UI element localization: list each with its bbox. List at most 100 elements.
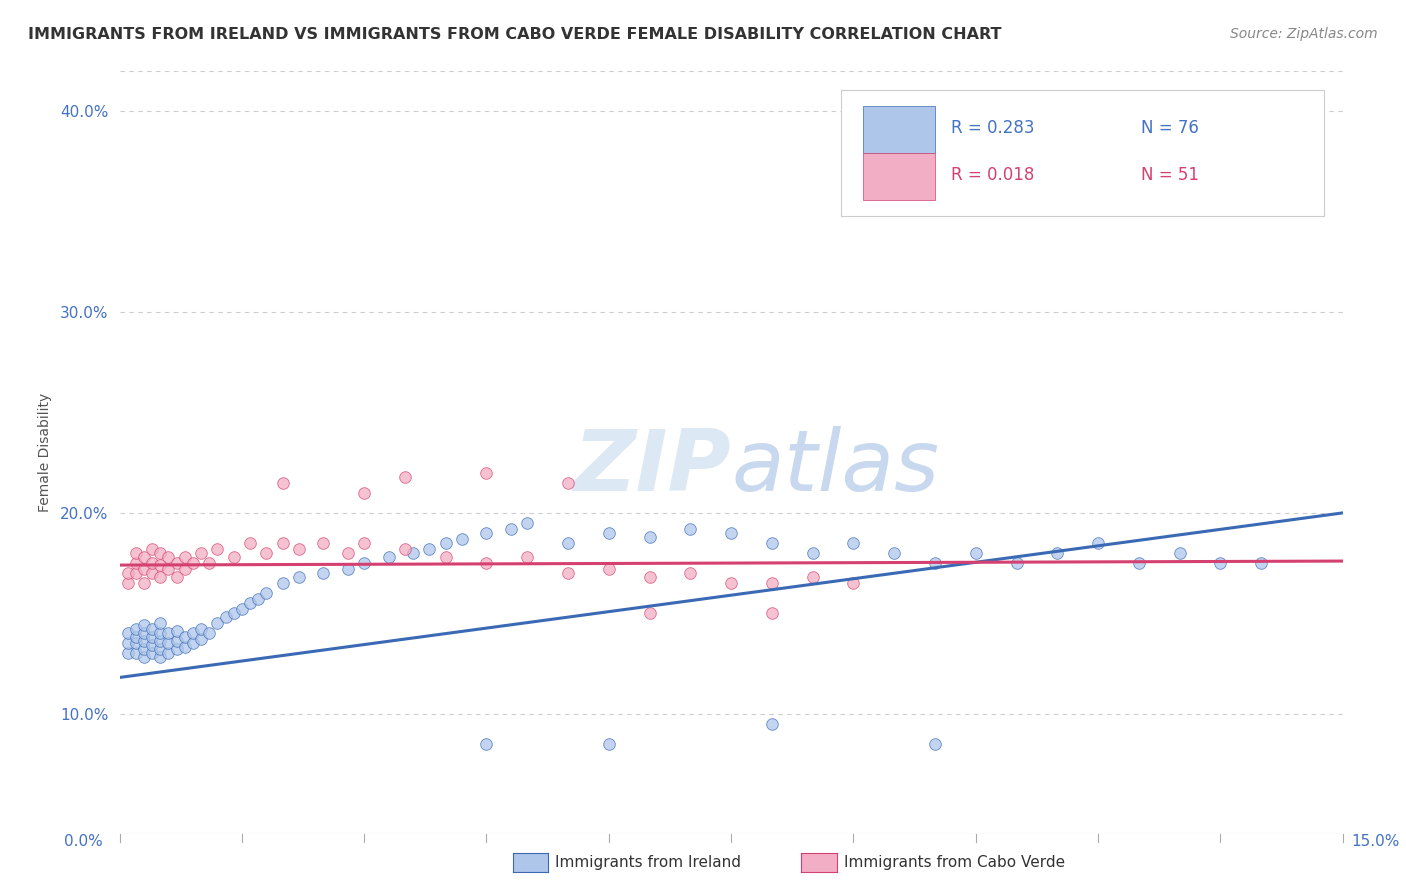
Point — [451, 532, 474, 546]
Point — [125, 623, 148, 637]
Point — [1128, 556, 1150, 570]
Point — [557, 475, 579, 490]
Text: N = 51: N = 51 — [1140, 166, 1199, 184]
Point — [125, 636, 148, 650]
Point — [336, 562, 359, 576]
Point — [720, 576, 742, 591]
Text: atlas: atlas — [731, 426, 939, 509]
Point — [1250, 556, 1272, 570]
Text: Immigrants from Cabo Verde: Immigrants from Cabo Verde — [844, 855, 1064, 870]
Point — [924, 737, 946, 751]
Point — [132, 562, 155, 576]
Point — [132, 642, 155, 657]
Point — [801, 570, 824, 584]
Point — [132, 626, 155, 640]
Point — [231, 602, 253, 616]
Point — [761, 576, 783, 591]
Point — [801, 546, 824, 560]
Point — [141, 623, 163, 637]
Text: N = 76: N = 76 — [1140, 119, 1199, 136]
Point — [181, 636, 204, 650]
Point — [353, 485, 375, 500]
Point — [1087, 536, 1109, 550]
Point — [924, 556, 946, 570]
Point — [132, 618, 155, 632]
Point — [288, 570, 311, 584]
Text: R = 0.283: R = 0.283 — [952, 119, 1035, 136]
Point — [312, 536, 335, 550]
Point — [254, 586, 277, 600]
Point — [190, 546, 212, 560]
Point — [638, 607, 661, 621]
Point — [141, 541, 163, 557]
Point — [679, 566, 702, 580]
Point — [132, 576, 155, 591]
Point — [247, 592, 270, 607]
Text: IMMIGRANTS FROM IRELAND VS IMMIGRANTS FROM CABO VERDE FEMALE DISABILITY CORRELAT: IMMIGRANTS FROM IRELAND VS IMMIGRANTS FR… — [28, 27, 1001, 42]
Point — [475, 556, 498, 570]
Point — [475, 525, 498, 540]
Point — [149, 650, 172, 665]
Point — [125, 556, 148, 570]
Point — [117, 576, 139, 591]
Point — [1046, 546, 1069, 560]
Point — [117, 646, 139, 660]
Point — [166, 556, 188, 570]
Point — [141, 566, 163, 580]
Text: R = 0.018: R = 0.018 — [952, 166, 1035, 184]
Point — [761, 607, 783, 621]
Point — [842, 536, 865, 550]
Point — [214, 610, 236, 624]
FancyBboxPatch shape — [863, 153, 935, 200]
Point — [353, 536, 375, 550]
Point — [516, 516, 538, 530]
Point — [312, 566, 335, 580]
Point — [254, 546, 277, 560]
Point — [125, 546, 148, 560]
Point — [125, 646, 148, 660]
FancyBboxPatch shape — [841, 90, 1324, 216]
Point — [141, 630, 163, 644]
Point — [598, 562, 620, 576]
Point — [598, 525, 620, 540]
Point — [157, 626, 180, 640]
Point — [181, 626, 204, 640]
Text: 0.0%: 0.0% — [65, 834, 103, 849]
Point — [499, 522, 522, 536]
Point — [402, 546, 425, 560]
Point — [132, 549, 155, 565]
Point — [418, 541, 440, 557]
Point — [271, 536, 294, 550]
Point — [166, 624, 188, 639]
Point — [125, 630, 148, 644]
Point — [516, 549, 538, 565]
Point — [965, 546, 987, 560]
Point — [157, 562, 180, 576]
Point — [181, 556, 204, 570]
Point — [761, 716, 783, 731]
Point — [166, 570, 188, 584]
Point — [132, 650, 155, 665]
Point — [149, 616, 172, 631]
Point — [141, 639, 163, 653]
Point — [198, 556, 221, 570]
Point — [598, 737, 620, 751]
Point — [288, 541, 311, 557]
Point — [207, 541, 229, 557]
Point — [125, 566, 148, 580]
Point — [679, 522, 702, 536]
Point — [842, 576, 865, 591]
Point — [117, 636, 139, 650]
Point — [434, 549, 457, 565]
Point — [883, 546, 905, 560]
Point — [190, 623, 212, 637]
Point — [149, 546, 172, 560]
Point — [638, 530, 661, 544]
Point — [557, 536, 579, 550]
Text: Source: ZipAtlas.com: Source: ZipAtlas.com — [1230, 27, 1378, 41]
Point — [394, 469, 416, 483]
Y-axis label: Female Disability: Female Disability — [38, 393, 52, 512]
Point — [638, 570, 661, 584]
Point — [166, 642, 188, 657]
Point — [149, 626, 172, 640]
